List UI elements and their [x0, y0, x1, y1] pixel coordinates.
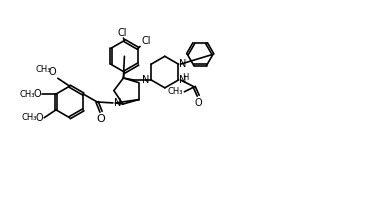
Text: CH₃: CH₃	[22, 113, 37, 122]
Text: Cl: Cl	[118, 28, 127, 38]
Text: O: O	[97, 114, 105, 124]
Text: CH₃: CH₃	[20, 90, 35, 98]
Text: N: N	[142, 75, 149, 85]
Text: CH₃: CH₃	[35, 65, 51, 74]
Text: N: N	[180, 75, 187, 85]
Text: Cl: Cl	[141, 36, 151, 46]
Text: O: O	[36, 113, 43, 123]
Text: CH₃: CH₃	[168, 87, 183, 96]
Text: N: N	[114, 98, 121, 108]
Text: H: H	[182, 73, 188, 82]
Text: N: N	[180, 59, 187, 69]
Text: O: O	[48, 67, 56, 77]
Text: O: O	[34, 89, 41, 99]
Text: O: O	[194, 98, 202, 108]
